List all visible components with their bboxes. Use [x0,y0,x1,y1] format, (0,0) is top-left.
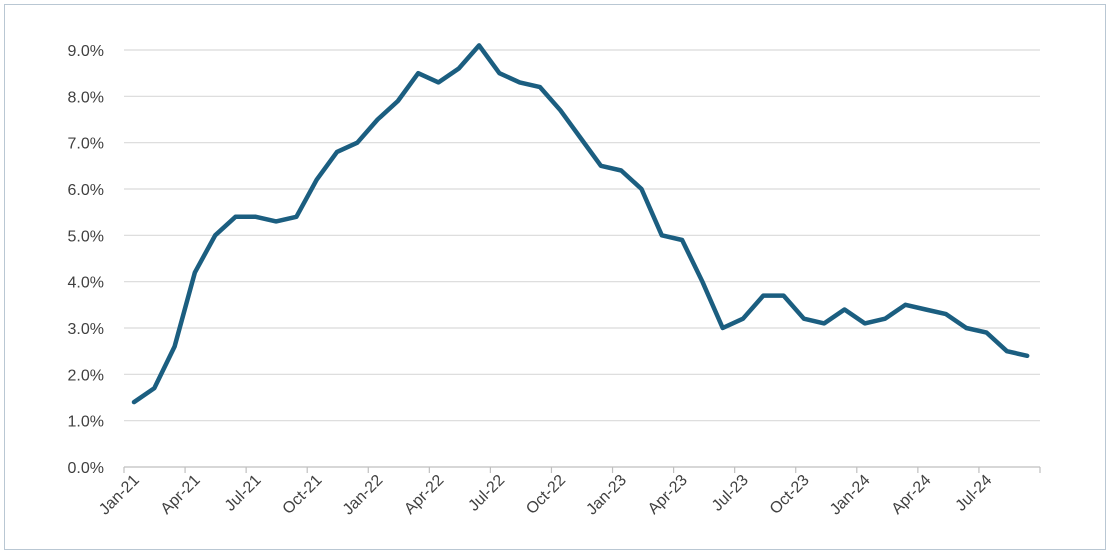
x-tick-label: Oct-21 [280,472,326,518]
x-tick-label: Jan-22 [340,472,387,519]
y-tick-label: 0.0% [68,460,104,477]
y-tick-label: 7.0% [68,136,104,153]
y-tick-label: 9.0% [68,43,104,60]
x-tick-label: Jul-23 [709,472,752,515]
x-tick-label: Jan-23 [583,472,630,519]
x-tick-label: Oct-23 [767,472,813,518]
x-axis: Jan-21 Apr-21 Jul-21 Oct-21 Jan-22 Apr-22 Jul-… [96,466,1041,519]
x-tick-label: Apr-23 [645,472,691,518]
x-tick-label: Apr-24 [889,472,935,518]
grid-lines [124,49,1040,422]
chart-frame [4,4,1106,550]
x-tick-label: Jul-24 [953,472,996,515]
y-tick-label: 3.0% [68,321,104,338]
y-tick-label: 4.0% [68,275,104,292]
y-axis-ticks: 0.0% 1.0% 2.0% 3.0% 4.0% 5.0% 6.0% 7.0% 8.0% 9.0% [68,43,104,477]
y-tick-label: 8.0% [68,89,104,106]
y-tick-label: 2.0% [68,367,104,384]
series-line [131,43,1030,405]
y-tick-label: 6.0% [68,182,104,199]
x-tick-label: Oct-22 [523,472,569,518]
x-tick-label: Jan-24 [827,472,874,519]
x-tick-label: Jan-21 [96,472,143,519]
x-tick-label: Apr-22 [401,472,447,518]
y-tick-label: 5.0% [68,228,104,245]
y-tick-label: 1.0% [68,414,104,431]
series-layer [131,43,1030,405]
x-tick-label: Apr-21 [158,472,204,518]
x-tick-label: Jul-21 [222,472,265,515]
x-tick-label: Jul-22 [465,472,508,515]
